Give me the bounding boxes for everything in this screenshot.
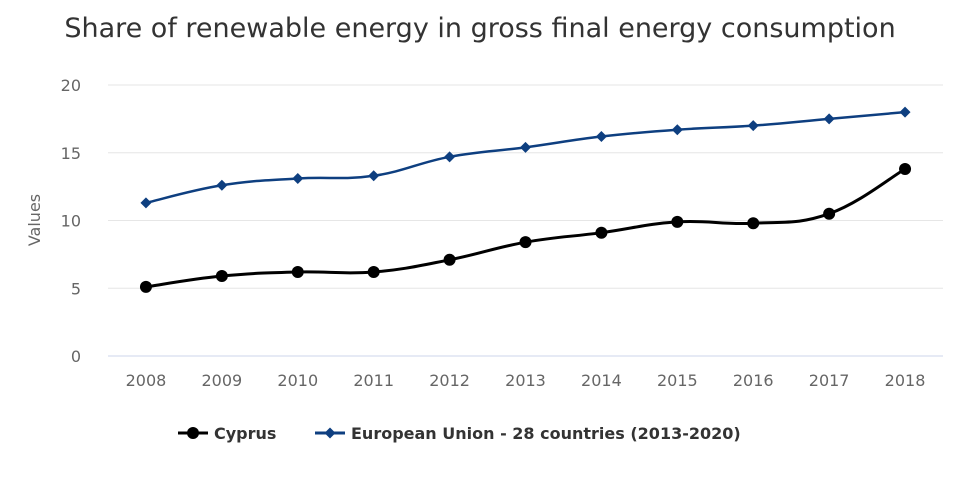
data-point[interactable] [671,215,684,228]
data-point[interactable] [216,179,228,191]
data-point[interactable] [671,124,683,136]
data-point[interactable] [747,120,759,132]
data-point[interactable] [747,217,760,230]
data-point[interactable] [444,151,456,163]
x-tick-label: 2009 [202,371,243,390]
data-point[interactable] [520,141,531,153]
data-point[interactable] [139,280,152,293]
data-point[interactable] [140,197,152,209]
grid-lines [108,84,943,357]
data-point[interactable] [291,265,304,278]
series-lines [139,106,912,293]
chart-title: Share of renewable energy in gross final… [64,13,895,44]
data-point[interactable] [899,106,911,118]
x-tick-label: 2018 [885,371,926,390]
data-point[interactable] [595,226,608,239]
data-point[interactable] [823,113,835,125]
series-cyprus [139,163,912,293]
data-point[interactable] [519,236,532,249]
y-tick-label: 5 [71,279,81,298]
data-point[interactable] [595,130,607,142]
series-eu28 [140,106,911,209]
x-tick-label: 2010 [277,371,318,390]
data-point[interactable] [823,207,836,220]
y-axis-ticks: 0 5 10 15 20 [61,76,81,366]
data-point[interactable] [899,163,912,176]
x-tick-label: 2008 [126,371,167,390]
legend-item-cyprus[interactable]: Cyprus [178,424,276,443]
data-point[interactable] [443,253,456,266]
data-point[interactable] [292,172,304,184]
x-tick-label: 2014 [581,371,622,390]
x-tick-label: 2017 [809,371,850,390]
data-point[interactable] [215,270,228,283]
legend-label: European Union - 28 countries (2013-2020… [351,424,741,443]
y-tick-label: 0 [71,347,81,366]
y-tick-label: 20 [61,76,81,95]
x-tick-label: 2012 [429,371,470,390]
series-line [145,110,906,205]
legend-marker [324,427,336,439]
legend-label: Cyprus [214,424,276,443]
x-tick-label: 2011 [353,371,394,390]
x-tick-label: 2013 [505,371,546,390]
legend-marker [187,427,199,439]
x-tick-label: 2016 [733,371,774,390]
data-point[interactable] [368,170,380,182]
y-tick-label: 10 [61,212,81,231]
legend-item-eu28[interactable]: European Union - 28 countries (2013-2020… [315,424,741,443]
data-point[interactable] [367,265,380,278]
x-tick-label: 2015 [657,371,698,390]
series-line [145,167,906,289]
legend: Cyprus European Union - 28 countries (201… [178,424,741,443]
x-axis-ticks: 2008 2009 2010 2011 2012 2013 2014 2015 2016 2017… [126,371,926,390]
y-tick-label: 15 [61,144,81,163]
y-axis-label: Values [25,194,44,246]
